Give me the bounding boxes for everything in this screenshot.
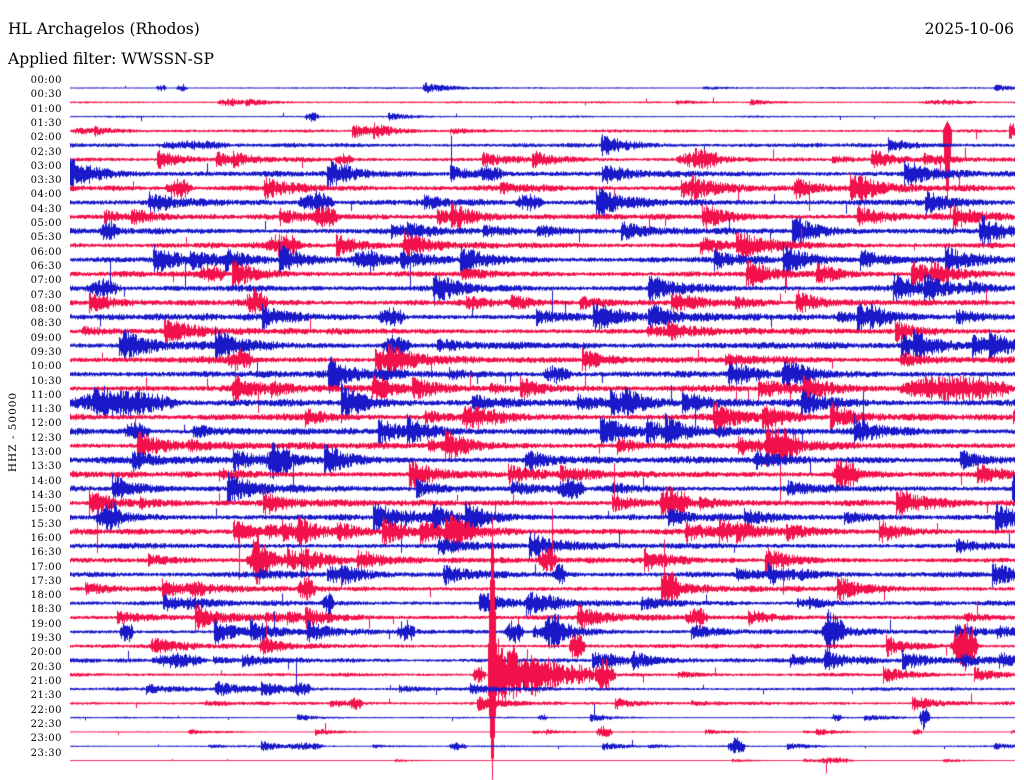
time-label: 14:30 <box>30 489 62 501</box>
time-label: 17:00 <box>30 561 62 573</box>
time-label: 21:00 <box>30 676 62 688</box>
time-label: 00:00 <box>30 75 62 86</box>
time-label: 15:00 <box>30 504 62 516</box>
time-label: 09:30 <box>30 346 62 358</box>
seismogram-canvas <box>70 81 1015 780</box>
time-label: 16:00 <box>30 532 62 544</box>
filter-label: Applied filter: WWSSN-SP <box>8 50 214 68</box>
time-label: 06:00 <box>30 246 62 258</box>
time-label: 07:30 <box>30 289 62 301</box>
time-label: 05:30 <box>30 232 62 244</box>
time-label: 09:00 <box>30 332 62 344</box>
time-label: 04:00 <box>30 189 62 201</box>
time-label: 20:00 <box>30 647 62 659</box>
time-label: 17:30 <box>30 575 62 587</box>
time-label: 18:00 <box>30 590 62 602</box>
time-label: 12:00 <box>30 418 62 430</box>
time-label: 07:00 <box>30 275 62 287</box>
time-label: 14:00 <box>30 475 62 487</box>
time-label: 13:00 <box>30 447 62 459</box>
time-label: 16:30 <box>30 547 62 559</box>
time-label: 23:30 <box>30 747 62 759</box>
time-label: 13:30 <box>30 461 62 473</box>
time-label: 11:00 <box>30 389 62 401</box>
time-label: 02:00 <box>30 132 62 144</box>
time-label: 08:30 <box>30 318 62 330</box>
time-label: 08:00 <box>30 303 62 315</box>
time-label: 04:30 <box>30 203 62 215</box>
time-label: 18:30 <box>30 604 62 616</box>
time-label: 00:30 <box>30 89 62 101</box>
time-label: 01:30 <box>30 117 62 129</box>
time-label: 10:00 <box>30 361 62 373</box>
time-label: 21:30 <box>30 690 62 702</box>
station-title: HL Archagelos (Rhodos) <box>8 20 200 38</box>
time-label: 20:30 <box>30 661 62 673</box>
time-label: 19:30 <box>30 633 62 645</box>
time-label: 23:00 <box>30 733 62 745</box>
time-label: 22:00 <box>30 704 62 716</box>
date-label: 2025-10-06 <box>924 20 1014 38</box>
time-label: 15:30 <box>30 518 62 530</box>
time-label: 05:00 <box>30 218 62 230</box>
time-label: 02:30 <box>30 146 62 158</box>
time-label: 03:00 <box>30 160 62 172</box>
time-label: 12:30 <box>30 432 62 444</box>
time-label: 19:00 <box>30 618 62 630</box>
time-label: 06:30 <box>30 261 62 273</box>
time-label: 01:00 <box>30 103 62 115</box>
time-label: 10:30 <box>30 375 62 387</box>
time-label: 03:30 <box>30 175 62 187</box>
time-label: 11:30 <box>30 404 62 416</box>
time-label: 22:30 <box>30 718 62 730</box>
